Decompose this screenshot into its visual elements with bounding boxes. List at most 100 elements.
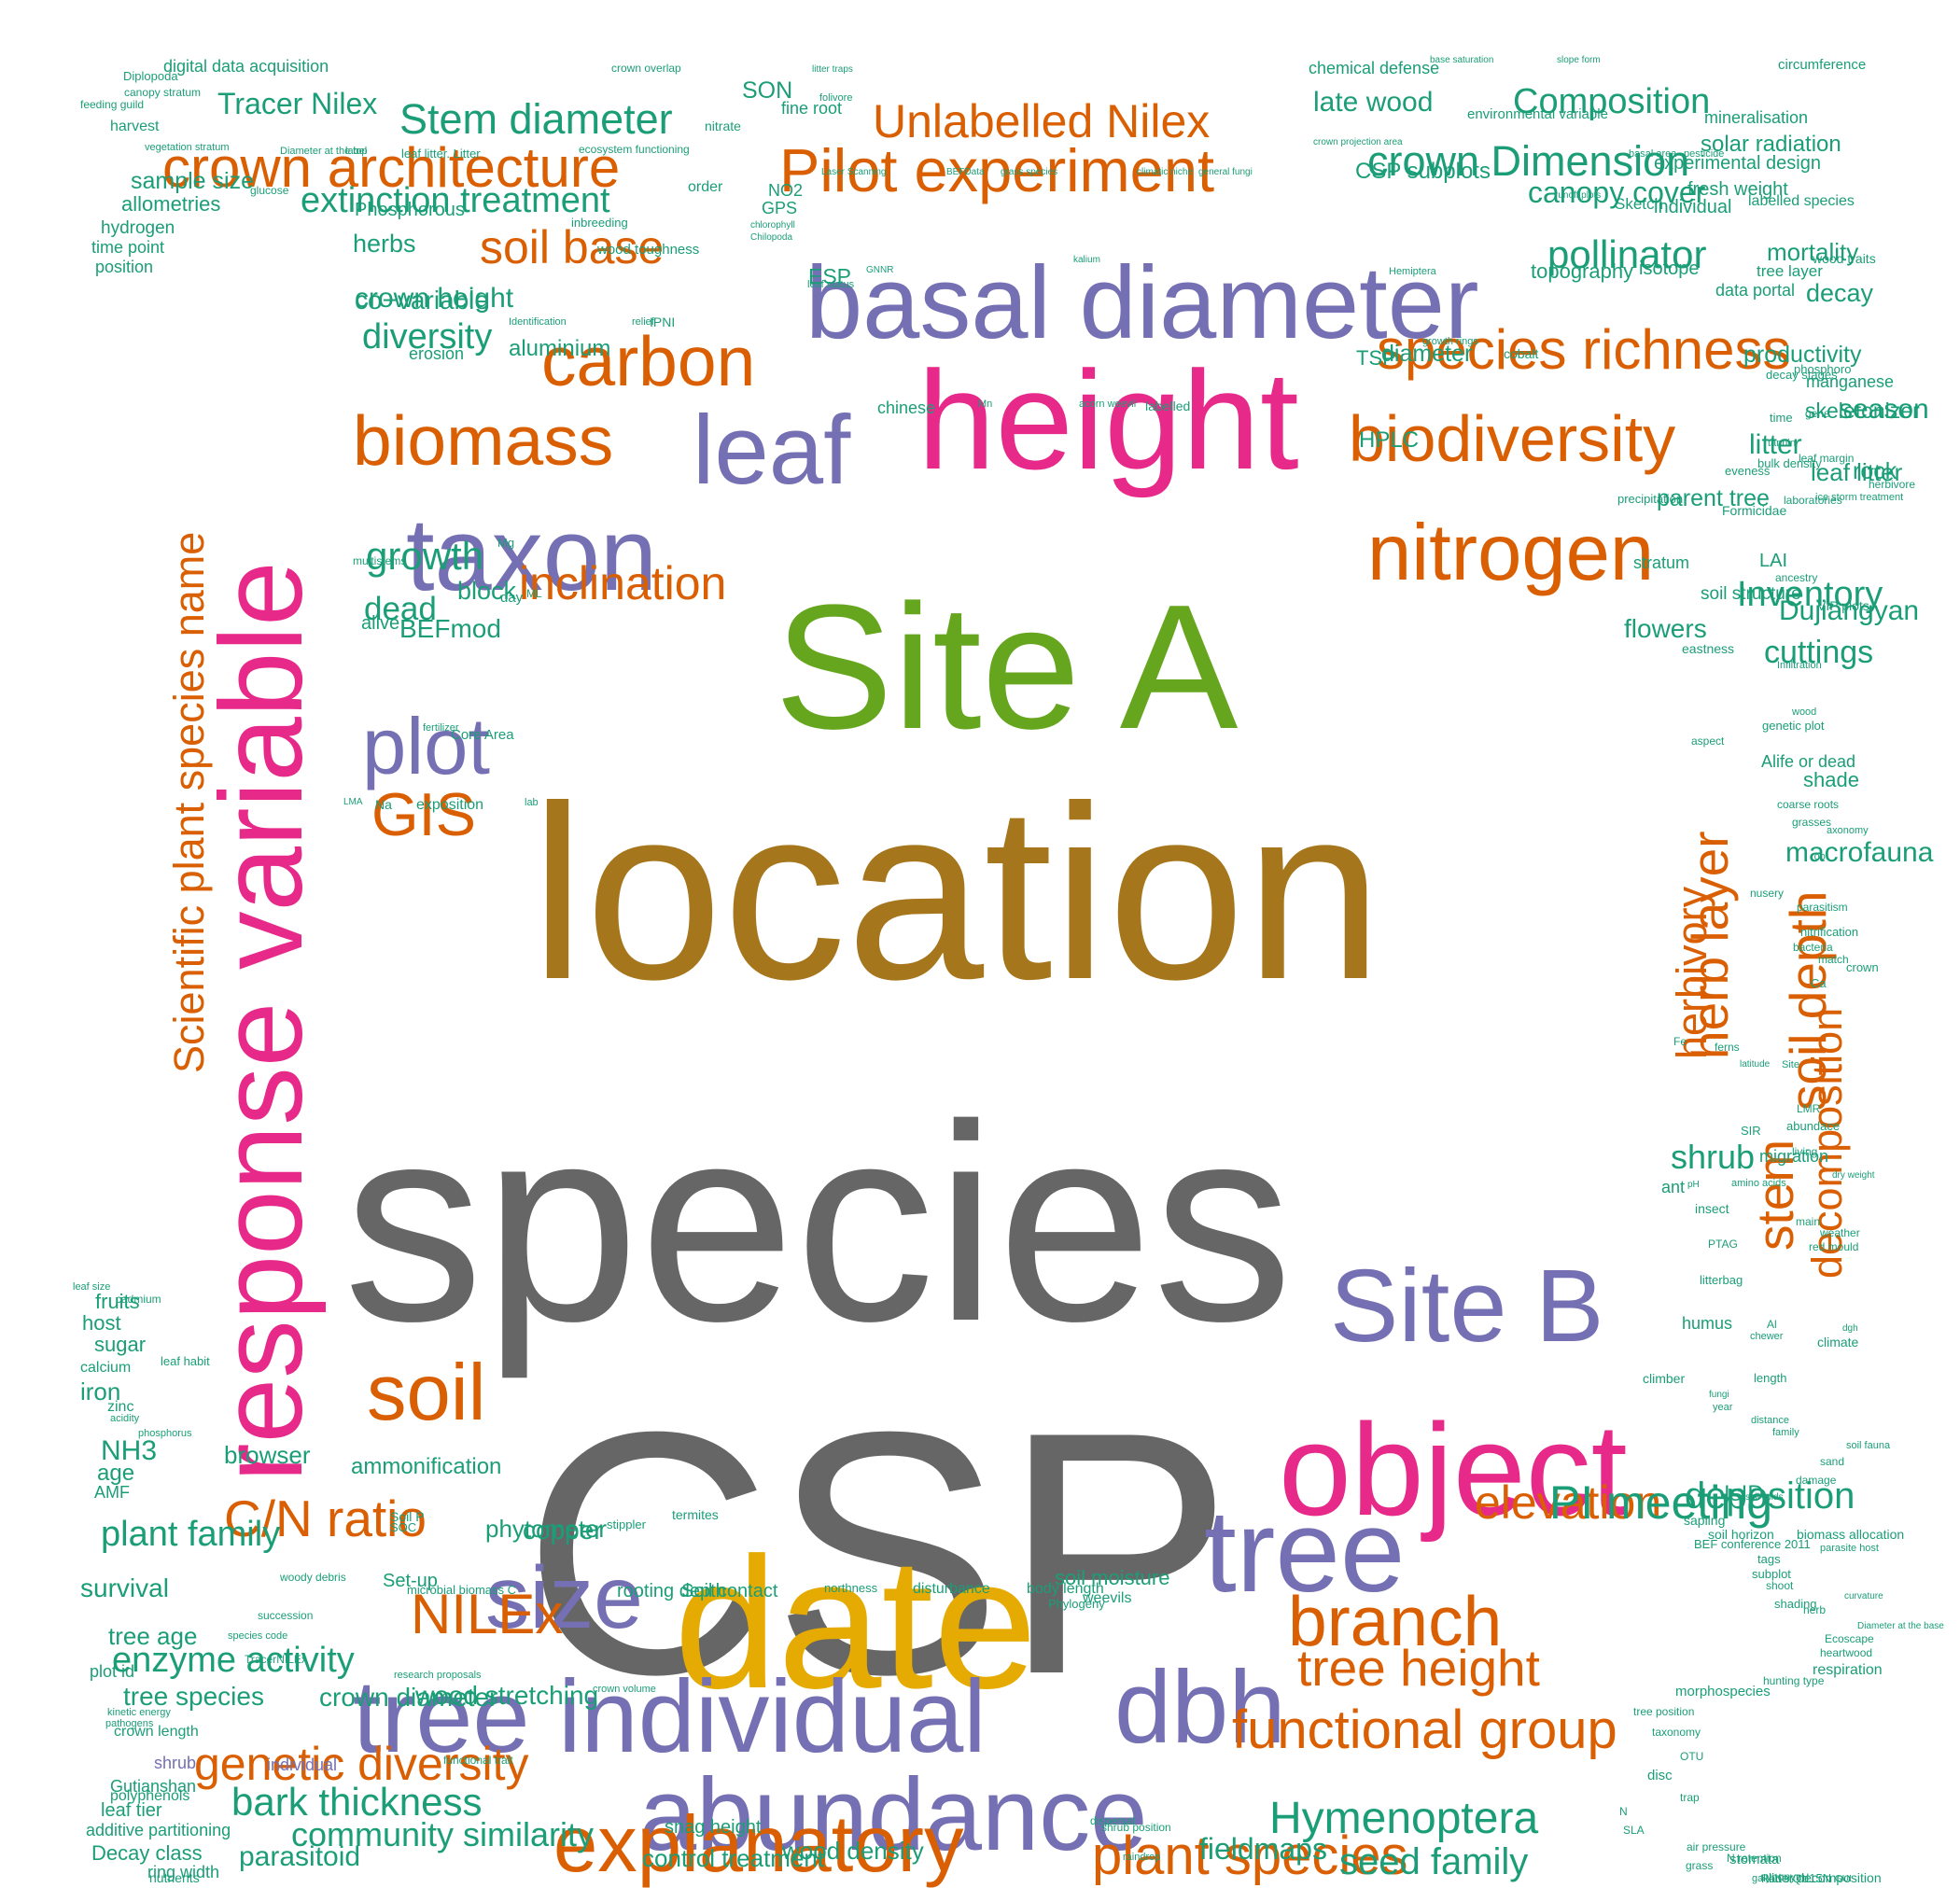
- word-27: Unlabelled Nilex: [873, 95, 1211, 147]
- word-310: microbial biomass C: [407, 1583, 517, 1597]
- word-53: Diplopoda: [123, 69, 178, 83]
- word-114: labelled: [1145, 399, 1191, 413]
- word-127: pesticide: [1684, 148, 1725, 160]
- word-43: herbivory: [1668, 886, 1715, 1059]
- word-265: stomata: [1729, 1852, 1780, 1867]
- word-171: stratum: [1633, 553, 1690, 572]
- word-290: ring width: [147, 1863, 220, 1881]
- word-25: crown architecture: [162, 136, 621, 199]
- word-187: coarse roots: [1777, 798, 1840, 811]
- word-285: shrub: [154, 1754, 197, 1772]
- word-223: climate: [1817, 1335, 1859, 1350]
- word-80: Identification: [509, 316, 567, 328]
- word-148: data portal: [1715, 281, 1796, 300]
- word-291: nutrients: [149, 1870, 200, 1885]
- word-316: weevils: [1083, 1590, 1132, 1606]
- word-66: label: [345, 146, 368, 157]
- word-340: cadmium: [116, 1293, 161, 1306]
- word-144: cobalt: [1504, 346, 1539, 361]
- word-188: grasses: [1792, 816, 1832, 829]
- word-83: growth: [366, 534, 484, 578]
- word-247: Diameter at the base: [1857, 1621, 1944, 1631]
- word-163: season: [1839, 394, 1929, 425]
- word-119: late wood: [1313, 87, 1434, 118]
- word-299: kinetic energy: [107, 1707, 171, 1718]
- word-240: BEF conference 2011: [1694, 1537, 1811, 1551]
- word-156: litter: [1749, 429, 1802, 460]
- word-244: shading: [1774, 1597, 1817, 1611]
- word-250: respiration: [1813, 1662, 1883, 1678]
- word-323: SOC: [390, 1520, 417, 1534]
- word-207: migration: [1759, 1147, 1829, 1166]
- word-241: tags: [1757, 1552, 1781, 1566]
- word-256: disc: [1647, 1768, 1673, 1783]
- word-90: alive: [361, 613, 400, 634]
- word-289: Decay class: [91, 1841, 203, 1865]
- word-141: tree layer: [1757, 262, 1823, 280]
- word-294: tree species: [123, 1682, 264, 1711]
- word-296: wood stretching: [415, 1681, 599, 1710]
- word-212: amino acids: [1731, 1178, 1786, 1189]
- word-6: height: [917, 342, 1299, 498]
- word-89: ML: [526, 587, 542, 600]
- word-21: carbon: [541, 322, 756, 400]
- word-155: gene: [1805, 407, 1830, 420]
- word-202: Site: [1782, 1059, 1799, 1070]
- word-102: grass species: [1001, 167, 1058, 177]
- word-311: rooting depth: [617, 1581, 726, 1601]
- word-138: topography: [1531, 259, 1634, 283]
- word-5: date: [674, 1519, 1038, 1727]
- word-85: multistems: [353, 554, 407, 567]
- word-189: axonomy: [1827, 825, 1869, 836]
- word-111: chinese: [877, 399, 936, 417]
- word-330: AMF: [94, 1483, 130, 1502]
- word-65: Diameter at the top: [280, 146, 368, 157]
- word-230: soil fauna: [1846, 1440, 1891, 1451]
- word-60: allometries: [121, 192, 221, 216]
- word-177: VIP plots: [1817, 598, 1869, 613]
- word-124: crown Dimension: [1367, 137, 1690, 185]
- word-266: litter decomposition: [1769, 1870, 1882, 1885]
- word-208: living: [1792, 1145, 1818, 1158]
- word-292: polyphenols: [110, 1788, 190, 1804]
- word-0: species: [343, 1066, 1294, 1379]
- word-327: ammonification: [351, 1454, 502, 1479]
- word-168: laboratories: [1784, 494, 1842, 507]
- word-333: phosphorus: [138, 1428, 192, 1439]
- word-31: GIS: [371, 780, 476, 848]
- word-173: ancestry: [1775, 571, 1818, 584]
- word-101: BEFData: [946, 167, 985, 177]
- word-263: synonym: [1760, 1870, 1806, 1883]
- word-278: control treatment: [642, 1844, 825, 1872]
- word-274: shrub position: [1101, 1821, 1171, 1834]
- word-242: subplot: [1752, 1567, 1791, 1581]
- word-239: parasite host: [1820, 1543, 1879, 1554]
- word-147: productivity: [1743, 342, 1862, 368]
- word-246: herb: [1803, 1603, 1827, 1616]
- word-2: location: [530, 755, 1383, 1031]
- word-238: biomass allocation: [1797, 1527, 1905, 1542]
- word-337: sugar: [94, 1333, 147, 1356]
- word-200: ferns: [1715, 1041, 1740, 1054]
- word-228: distance: [1751, 1415, 1789, 1426]
- word-146: growth rings: [1422, 336, 1478, 347]
- word-97: lab: [525, 797, 539, 808]
- word-191: root: [1811, 851, 1828, 862]
- word-277: snag height: [665, 1817, 762, 1838]
- word-288: additive partitioning: [86, 1821, 231, 1839]
- word-319: plant family: [101, 1515, 281, 1554]
- word-24: species richness: [1377, 318, 1791, 381]
- word-326: browser: [224, 1441, 311, 1469]
- word-76: crown height: [355, 283, 514, 314]
- word-129: CSP subplots: [1355, 159, 1491, 184]
- word-264: gall: [1752, 1873, 1769, 1884]
- word-58: sample size: [131, 168, 254, 194]
- word-84: Mg: [497, 536, 515, 550]
- word-170: herbivore: [1869, 478, 1916, 491]
- word-261: N retention: [1727, 1852, 1782, 1865]
- word-110: kalium: [1073, 255, 1100, 265]
- word-174: Inventory: [1737, 575, 1883, 614]
- word-19: nitrogen: [1367, 509, 1655, 597]
- word-231: sand: [1820, 1455, 1845, 1468]
- word-151: phosphoro: [1794, 362, 1852, 376]
